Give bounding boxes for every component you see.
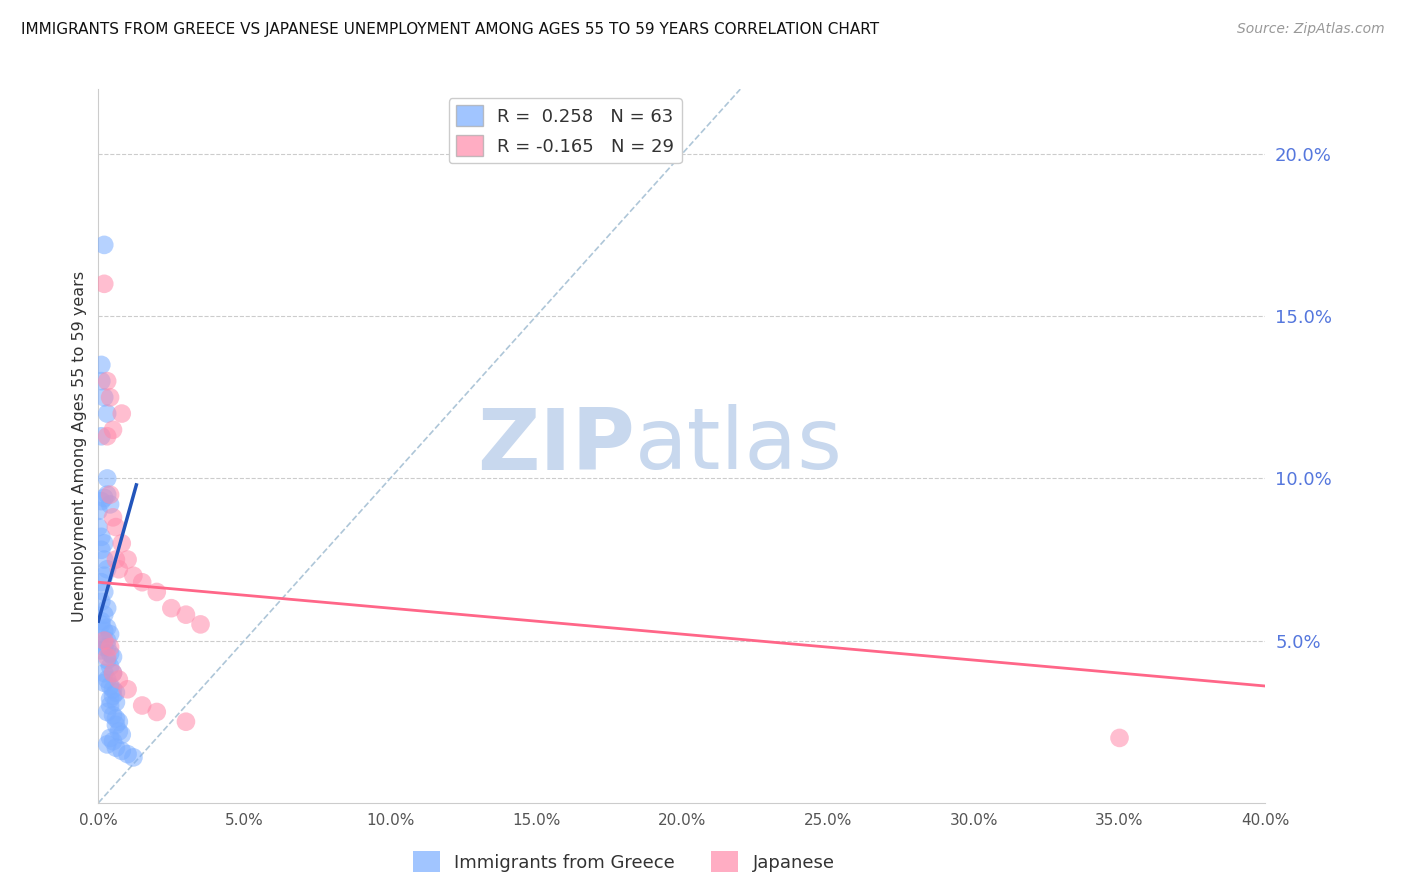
Point bbox=[108, 562, 131, 576]
Point bbox=[90, 542, 112, 557]
Point bbox=[98, 731, 121, 745]
Point bbox=[98, 497, 121, 511]
Point bbox=[93, 666, 115, 681]
Point bbox=[117, 552, 139, 566]
Point bbox=[190, 617, 212, 632]
Point bbox=[104, 740, 127, 755]
Point bbox=[174, 607, 197, 622]
Text: atlas: atlas bbox=[636, 404, 844, 488]
Point bbox=[90, 595, 112, 609]
Point bbox=[93, 238, 115, 252]
Point bbox=[108, 714, 131, 729]
Point bbox=[96, 640, 118, 654]
Point bbox=[131, 698, 153, 713]
Point bbox=[90, 617, 112, 632]
Point bbox=[93, 624, 115, 638]
Text: Source: ZipAtlas.com: Source: ZipAtlas.com bbox=[1237, 22, 1385, 37]
Point bbox=[96, 673, 118, 687]
Point bbox=[90, 429, 112, 443]
Point bbox=[98, 647, 121, 661]
Point bbox=[108, 673, 131, 687]
Point bbox=[93, 536, 115, 550]
Point bbox=[111, 728, 134, 742]
Point bbox=[101, 666, 124, 681]
Point bbox=[93, 552, 115, 566]
Point bbox=[96, 653, 118, 667]
Text: ZIP: ZIP bbox=[478, 404, 636, 488]
Point bbox=[96, 738, 118, 752]
Point bbox=[117, 747, 139, 761]
Point bbox=[98, 692, 121, 706]
Point bbox=[101, 649, 124, 664]
Point bbox=[96, 601, 118, 615]
Point bbox=[117, 682, 139, 697]
Point bbox=[96, 633, 118, 648]
Point bbox=[174, 714, 197, 729]
Point bbox=[90, 374, 112, 388]
Point bbox=[104, 685, 127, 699]
Text: IMMIGRANTS FROM GREECE VS JAPANESE UNEMPLOYMENT AMONG AGES 55 TO 59 YEARS CORREL: IMMIGRANTS FROM GREECE VS JAPANESE UNEMP… bbox=[21, 22, 879, 37]
Point bbox=[101, 423, 124, 437]
Point bbox=[90, 358, 112, 372]
Point bbox=[146, 585, 169, 599]
Point bbox=[98, 640, 121, 654]
Point bbox=[96, 407, 118, 421]
Point bbox=[98, 488, 121, 502]
Point bbox=[96, 705, 118, 719]
Point bbox=[96, 471, 118, 485]
Point bbox=[111, 536, 134, 550]
Point bbox=[104, 711, 127, 725]
Point bbox=[93, 585, 115, 599]
Point bbox=[104, 695, 127, 709]
Point bbox=[90, 494, 112, 508]
Point bbox=[98, 698, 121, 713]
Point bbox=[146, 705, 169, 719]
Point bbox=[104, 552, 127, 566]
Point bbox=[98, 627, 121, 641]
Point bbox=[87, 520, 110, 534]
Point bbox=[1108, 731, 1130, 745]
Point bbox=[104, 718, 127, 732]
Point bbox=[101, 666, 124, 681]
Point bbox=[90, 614, 112, 628]
Point bbox=[93, 568, 115, 582]
Point bbox=[101, 708, 124, 723]
Point bbox=[101, 510, 124, 524]
Point bbox=[90, 643, 112, 657]
Point bbox=[101, 734, 124, 748]
Point bbox=[98, 679, 121, 693]
Point bbox=[111, 744, 134, 758]
Point bbox=[122, 568, 145, 582]
Point bbox=[96, 374, 118, 388]
Point bbox=[101, 682, 124, 697]
Point bbox=[101, 689, 124, 703]
Point bbox=[104, 520, 127, 534]
Point bbox=[131, 575, 153, 590]
Point bbox=[93, 640, 115, 654]
Point bbox=[93, 607, 115, 622]
Point bbox=[96, 562, 118, 576]
Point bbox=[160, 601, 183, 615]
Point bbox=[93, 633, 115, 648]
Legend: Immigrants from Greece, Japanese: Immigrants from Greece, Japanese bbox=[405, 844, 842, 880]
Point bbox=[93, 390, 115, 404]
Y-axis label: Unemployment Among Ages 55 to 59 years: Unemployment Among Ages 55 to 59 years bbox=[72, 270, 87, 622]
Point bbox=[87, 504, 110, 518]
Point bbox=[96, 649, 118, 664]
Point bbox=[93, 675, 115, 690]
Point bbox=[98, 390, 121, 404]
Point bbox=[111, 407, 134, 421]
Point bbox=[122, 750, 145, 764]
Point bbox=[96, 429, 118, 443]
Point bbox=[96, 488, 118, 502]
Point bbox=[93, 277, 115, 291]
Point bbox=[108, 724, 131, 739]
Point bbox=[96, 621, 118, 635]
Point bbox=[90, 575, 112, 590]
Point bbox=[93, 491, 115, 505]
Point bbox=[90, 530, 112, 544]
Point bbox=[93, 633, 115, 648]
Point bbox=[98, 659, 121, 673]
